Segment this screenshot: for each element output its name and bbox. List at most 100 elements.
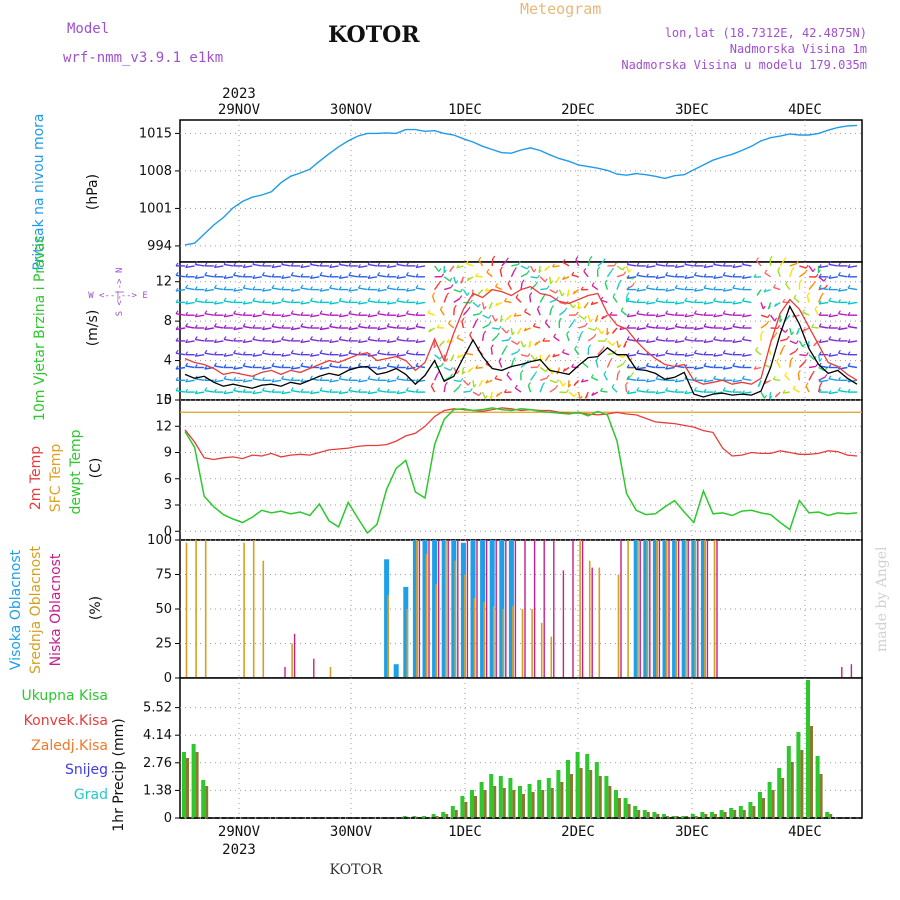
wind-barb [204, 288, 214, 292]
wind-barb [655, 391, 666, 395]
wind-barb-head [722, 287, 726, 292]
wind-barb [443, 276, 451, 282]
wind-barb [694, 274, 704, 278]
x-tick-label-top-4: 3DEC [675, 102, 709, 118]
wind-barb-head [693, 337, 697, 342]
wind-barb [434, 354, 441, 360]
wind-barb-head [722, 337, 726, 342]
wind-barb-head [741, 364, 745, 368]
wind-barb-head [847, 264, 851, 268]
wind-barb-head [338, 336, 342, 340]
meteogram-label: Meteogram [520, 0, 601, 18]
wind-barb-head [544, 267, 548, 272]
wind-barb [510, 327, 513, 336]
wind-barb-head [520, 369, 524, 374]
wind-barb-head [469, 387, 473, 392]
convective-precip-bar [752, 806, 756, 818]
total-precip-bar [758, 792, 762, 818]
wind-barb-head [566, 330, 570, 335]
wind-barb-head [281, 297, 285, 302]
wind-barb [214, 340, 224, 344]
wind-barb [675, 340, 685, 344]
wind-barb-head [252, 261, 256, 265]
dewpt-ylabel: dewpt Temp [68, 429, 84, 514]
wind-barb-head [645, 362, 649, 367]
wind-barb-head [405, 310, 409, 315]
wind-barb-head [396, 324, 400, 329]
wind-barb-head [626, 297, 630, 302]
wind-barb [539, 296, 545, 303]
wind-barb-head [802, 343, 806, 348]
wind-barb [754, 366, 762, 370]
wind-barb [443, 366, 451, 372]
t2m-ylabel: 2m Temp [28, 446, 44, 510]
wind-barb-head [741, 261, 745, 265]
wind-barb [223, 378, 234, 381]
wind-barb [818, 366, 826, 372]
wind-barb [780, 338, 788, 342]
wind-barb-head [590, 301, 594, 305]
wind-barb-head [319, 326, 323, 330]
wind-barb [713, 338, 723, 342]
wind-barb-head [194, 364, 198, 368]
wind-barb-head [769, 395, 773, 400]
wind-barb [453, 288, 461, 293]
wind-barb [764, 272, 771, 278]
wind-barb [802, 311, 810, 316]
high-cloud-bar [441, 540, 447, 678]
wind-barb-head [485, 379, 489, 384]
wind-barb-head [483, 330, 487, 335]
wind-barb-head [799, 279, 803, 283]
wind-barb-head [741, 274, 745, 279]
convective-precip-bar [627, 804, 631, 818]
wind-barb-head [817, 269, 821, 274]
wind-barb [838, 313, 848, 316]
wind-barb-head [526, 265, 530, 270]
wind-barb-head [185, 339, 189, 343]
wind-barb [204, 352, 214, 356]
wind-barb-head [194, 297, 198, 302]
wind-barb [742, 378, 752, 381]
wind-barb-head [478, 256, 482, 261]
wind-barb-head [732, 378, 736, 383]
wind-barb-head [436, 324, 440, 328]
wind-barb-head [377, 387, 381, 391]
wind-ytick-label-0: 0 [164, 393, 172, 408]
wind-barb [281, 378, 291, 381]
wind-barb [817, 295, 822, 303]
wind-barb-head [357, 339, 361, 343]
wind-barb-head [261, 262, 265, 267]
convective-precip-bar [435, 816, 439, 818]
total-precip-bar [489, 774, 494, 818]
wind-barb [387, 340, 397, 344]
wind-barb-head [847, 300, 851, 305]
wind-barb [415, 340, 426, 344]
wind-barb-head [467, 306, 471, 311]
wind-barb-head [812, 280, 816, 285]
wind-barb-head [261, 387, 265, 391]
wind-barb-head [777, 266, 781, 271]
wind-barb-head [185, 284, 189, 289]
wind-barb-head [309, 352, 313, 357]
wind-barb-head [405, 299, 409, 303]
wind-barb-head [467, 381, 471, 386]
wind-barb-head [319, 299, 323, 303]
wind-barb [723, 366, 733, 370]
high-cloud-bar [480, 540, 486, 678]
wind-barb-head [513, 312, 517, 317]
wind-barb [723, 352, 733, 356]
wind-barb-head [713, 313, 717, 318]
wind-barb [520, 282, 523, 290]
wind-barb-head [233, 262, 237, 267]
wind-barb-head [837, 337, 841, 342]
wind-ylabel: 10m Vjetar Brzina i Pravac [32, 235, 48, 421]
wind-barb-head [415, 378, 419, 383]
wind-barb-head [213, 323, 217, 327]
wind-barb-head [204, 365, 208, 370]
wind-barb-head [782, 389, 786, 394]
wind-barb-head [722, 271, 726, 276]
wind-barb [616, 373, 619, 381]
wind-barb-head [338, 261, 342, 265]
wind-barb [530, 354, 536, 361]
wind-barb [377, 366, 387, 370]
